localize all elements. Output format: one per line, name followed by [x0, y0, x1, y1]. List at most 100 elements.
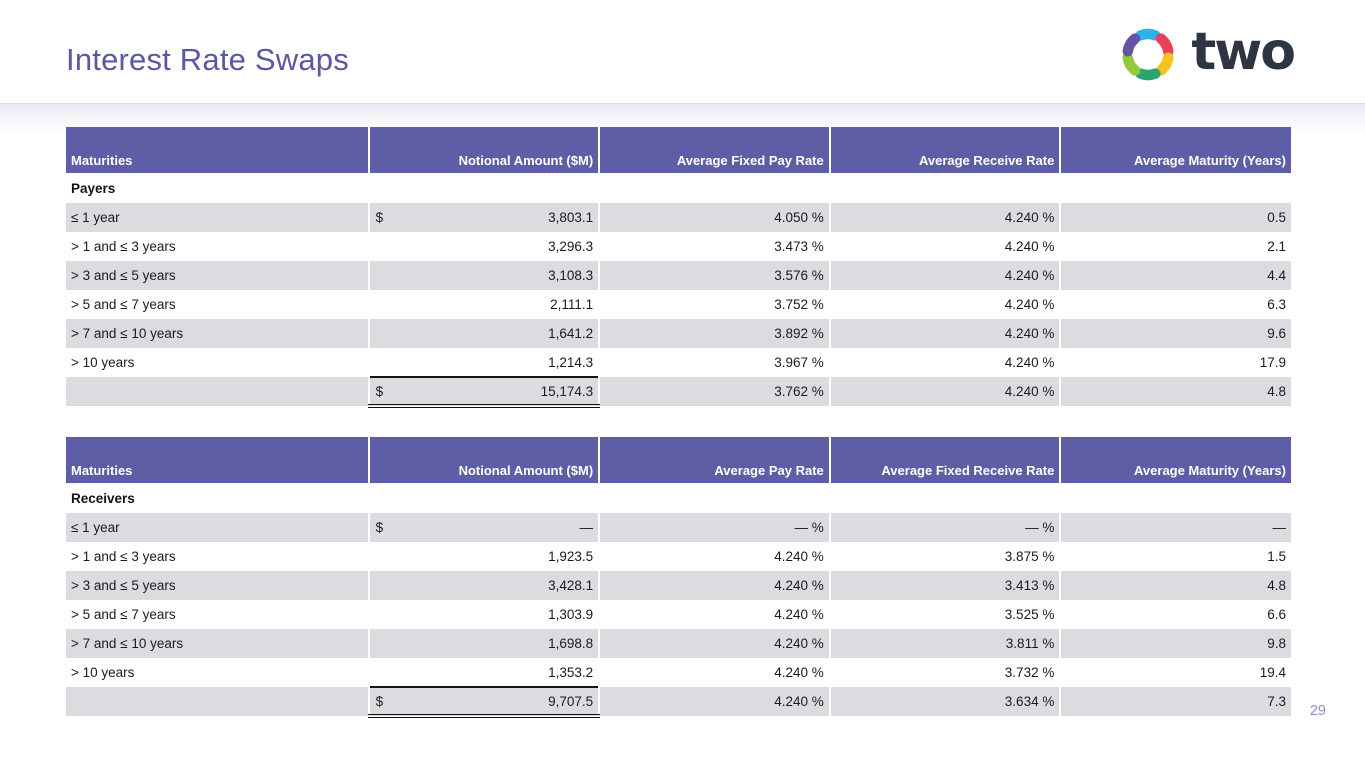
column-header-0: Maturities: [66, 127, 370, 173]
brand-logo: two: [1115, 21, 1296, 86]
avg-maturity-cell: 9.6: [1060, 319, 1291, 348]
notional-cell: 2,111.1: [368, 290, 601, 319]
table-row: > 10 years 1,353.2 4.240 % 3.732 % 19.4: [66, 658, 1291, 687]
notional-cell: 3,428.1: [368, 571, 601, 600]
notional-cell: $3,803.1: [368, 203, 601, 232]
maturity-label-cell: > 10 years: [66, 658, 370, 687]
avg-maturity-cell: 17.9: [1060, 348, 1291, 377]
logo-wordmark: two: [1191, 21, 1296, 82]
maturity-label-cell: > 10 years: [66, 348, 370, 377]
total-row: $9,707.5 4.240 % 3.634 % 7.3: [66, 686, 1291, 718]
total-row: $15,174.3 3.762 % 4.240 % 4.8: [66, 376, 1291, 408]
maturity-label-cell: > 3 and ≤ 5 years: [66, 571, 370, 600]
avg-maturity-cell: 1.5: [1060, 542, 1291, 571]
notional-cell: 1,641.2: [368, 319, 601, 348]
notional-value: 3,296.3: [548, 239, 594, 254]
avg-maturity-cell: 2.1: [1060, 232, 1291, 261]
table-row: > 3 and ≤ 5 years 3,108.3 3.576 % 4.240 % 4.…: [66, 261, 1291, 290]
maturity-label-cell: > 7 and ≤ 10 years: [66, 629, 370, 658]
currency-symbol: $: [375, 383, 384, 399]
notional-value: 3,108.3: [548, 268, 594, 283]
rate-cell: 3.525 %: [829, 600, 1062, 629]
rate-cell: 4.240 %: [599, 658, 831, 687]
page-number: 29: [1309, 703, 1326, 719]
rate-cell: 4.240 %: [829, 261, 1062, 290]
rate-cell: 3.967 %: [599, 348, 831, 377]
receivers-header-row: Maturities Notional Amount ($M) Average Pa…: [66, 437, 1291, 483]
notional-cell: 1,923.5: [368, 542, 601, 571]
table-row: ≤ 1 year $3,803.1 4.050 % 4.240 % 0.5: [66, 203, 1291, 232]
rate-cell: — %: [829, 513, 1062, 542]
rate-cell: 3.811 %: [829, 629, 1062, 658]
logo-segment: [1122, 33, 1141, 57]
total-label-cell: [66, 687, 370, 716]
avg-maturity-cell: 6.3: [1060, 290, 1291, 319]
notional-cell: 1,303.9: [368, 600, 601, 629]
table-row: ≤ 1 year $ — — % — % —: [66, 513, 1291, 542]
notional-value: 1,353.2: [548, 664, 594, 680]
rate-cell: 3.413 %: [829, 571, 1062, 600]
notional-cell: $ —: [368, 513, 601, 542]
notional-value: 9,707.5: [548, 693, 594, 709]
maturity-label-cell: > 3 and ≤ 5 years: [66, 261, 370, 290]
rate-cell: 3.875 %: [829, 542, 1062, 571]
notional-value: 1,641.2: [548, 326, 594, 341]
maturity-label-cell: > 7 and ≤ 10 years: [66, 319, 370, 348]
column-header-1: Notional Amount ($M): [368, 437, 601, 483]
avg-maturity-cell: 4.8: [1060, 571, 1291, 600]
notional-value: 15,174.3: [540, 383, 594, 399]
logo-segment: [1135, 68, 1161, 81]
payers-header-row: Maturities Notional Amount ($M) Average Fi…: [66, 127, 1291, 173]
group-label: Receivers: [66, 483, 1291, 513]
total-label-cell: [66, 377, 370, 406]
currency-symbol: $: [375, 693, 384, 709]
logo-segment: [1135, 28, 1161, 41]
rate-cell: 3.473 %: [599, 232, 831, 261]
rate-cell: 4.240 %: [599, 571, 831, 600]
avg-maturity-cell: 19.4: [1060, 658, 1291, 687]
notional-value: 1,698.8: [548, 636, 594, 651]
rate-cell: 3.752 %: [599, 290, 831, 319]
table-row: > 7 and ≤ 10 years 1,698.8 4.240 % 3.811 % 9…: [66, 629, 1291, 658]
rate-cell: 4.240 %: [829, 290, 1062, 319]
payers-table-section: Maturities Notional Amount ($M) Average Fi…: [66, 127, 1291, 408]
rate-cell: 3.892 %: [599, 319, 831, 348]
column-header-3: Average Receive Rate: [829, 127, 1062, 173]
rate-cell: — %: [599, 513, 831, 542]
column-header-4: Average Maturity (Years): [1060, 127, 1291, 173]
rate-cell: 4.240 %: [599, 629, 831, 658]
currency-symbol: $: [375, 210, 384, 225]
table-row: > 3 and ≤ 5 years 3,428.1 4.240 % 3.413 % 4.…: [66, 571, 1291, 600]
table-row: > 1 and ≤ 3 years 3,296.3 3.473 % 4.240 % 2.…: [66, 232, 1291, 261]
column-header-1: Notional Amount ($M): [368, 127, 601, 173]
rate-cell: 4.240 %: [829, 232, 1062, 261]
payers-table: Maturities Notional Amount ($M) Average Fi…: [66, 127, 1291, 408]
avg-maturity-cell: —: [1060, 513, 1291, 542]
notional-value: 1,303.9: [548, 607, 594, 622]
notional-value: 3,428.1: [548, 578, 594, 593]
page-title: Interest Rate Swaps: [66, 42, 349, 77]
notional-cell: 1,698.8: [368, 629, 601, 658]
rate-cell: 4.240 %: [829, 319, 1062, 348]
maturity-label-cell: > 5 and ≤ 7 years: [66, 600, 370, 629]
table-row: > 5 and ≤ 7 years 2,111.1 3.752 % 4.240 % 6.…: [66, 290, 1291, 319]
rate-cell: 4.240 %: [829, 203, 1062, 232]
avg-maturity-cell: 6.6: [1060, 600, 1291, 629]
notional-cell: 3,296.3: [368, 232, 601, 261]
notional-cell: 1,353.2: [368, 658, 601, 687]
notional-cell: 1,214.3: [368, 348, 601, 377]
table-row: > 1 and ≤ 3 years 1,923.5 4.240 % 3.875 % 1.…: [66, 542, 1291, 571]
notional-cell: 3,108.3: [368, 261, 601, 290]
notional-value: 1,214.3: [548, 354, 594, 370]
table-row: > 10 years 1,214.3 3.967 % 4.240 % 17.9: [66, 348, 1291, 377]
rate-cell: 4.240 %: [829, 348, 1062, 377]
group-row: Payers: [66, 173, 1291, 203]
maturity-label-cell: > 1 and ≤ 3 years: [66, 232, 370, 261]
column-header-0: Maturities: [66, 437, 370, 483]
notional-cell: $15,174.3: [368, 376, 601, 408]
column-header-2: Average Fixed Pay Rate: [599, 127, 831, 173]
notional-value: 3,803.1: [548, 210, 594, 225]
avg-maturity-cell: 0.5: [1060, 203, 1291, 232]
rate-cell: 4.050 %: [599, 203, 831, 232]
avg-maturity-cell: 4.4: [1060, 261, 1291, 290]
